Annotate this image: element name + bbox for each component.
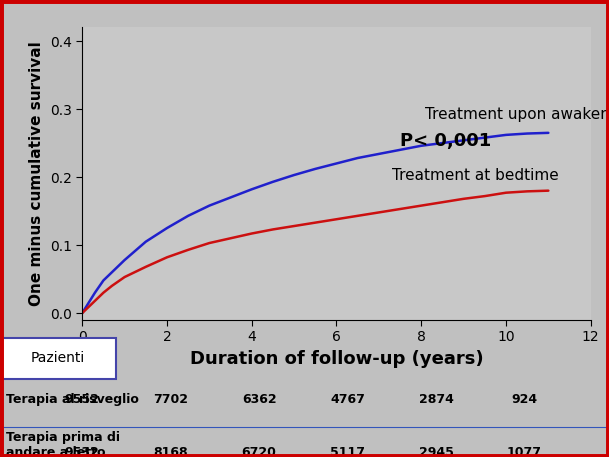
Text: 2945: 2945	[418, 446, 454, 457]
Text: 7702: 7702	[153, 393, 188, 406]
Text: Terapia al risveglio: Terapia al risveglio	[6, 393, 139, 406]
Y-axis label: One minus cumulative survival: One minus cumulative survival	[29, 41, 44, 306]
Text: 6362: 6362	[242, 393, 276, 406]
Text: Terapia prima di: Terapia prima di	[6, 431, 120, 444]
Text: 8168: 8168	[153, 446, 188, 457]
Text: 5117: 5117	[330, 446, 365, 457]
X-axis label: Duration of follow-up (years): Duration of follow-up (years)	[189, 350, 484, 368]
Text: 2874: 2874	[418, 393, 454, 406]
FancyBboxPatch shape	[0, 338, 116, 379]
Text: 9532: 9532	[65, 446, 100, 457]
Text: Pazienti: Pazienti	[30, 351, 85, 365]
Text: andare a letto: andare a letto	[6, 446, 105, 457]
Text: 924: 924	[512, 393, 538, 406]
Text: 9552: 9552	[65, 393, 100, 406]
Text: 4767: 4767	[330, 393, 365, 406]
Text: Treatment at bedtime: Treatment at bedtime	[392, 169, 558, 183]
Text: 1077: 1077	[507, 446, 542, 457]
Text: 6720: 6720	[242, 446, 276, 457]
Text: Treatment upon awakening: Treatment upon awakening	[426, 107, 609, 122]
Text: P< 0,001: P< 0,001	[400, 133, 491, 150]
